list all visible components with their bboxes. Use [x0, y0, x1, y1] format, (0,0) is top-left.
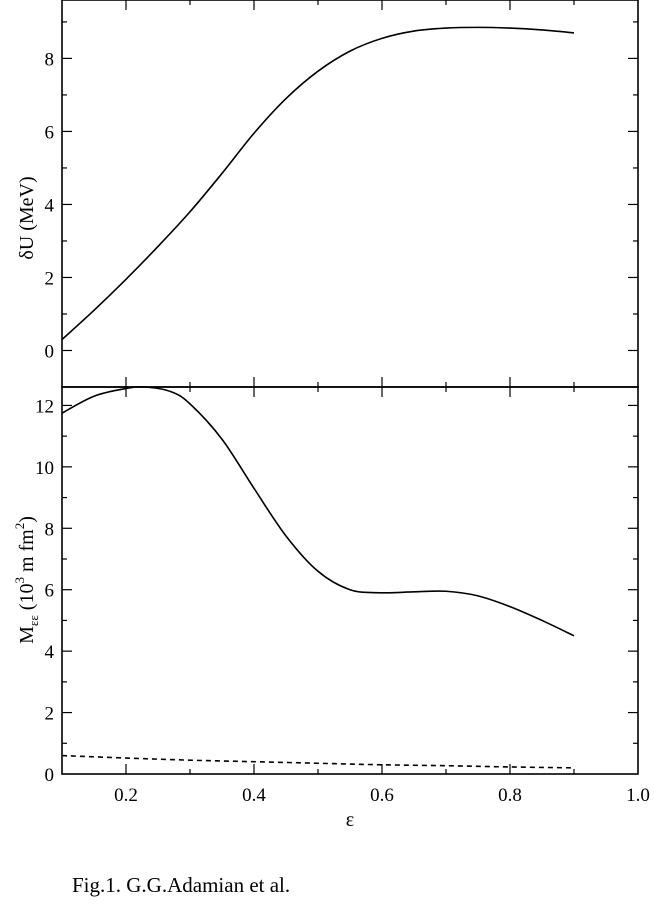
top-series: [61, 26, 575, 341]
x-tick-label: 0.6: [370, 785, 394, 806]
top-y-tick-label: 4: [45, 195, 55, 216]
top-y-axis-title: δU (MeV): [16, 176, 38, 259]
figure-caption: Fig.1. G.G.Adamian et al.: [72, 873, 291, 897]
top-series-solid-line: [61, 26, 575, 341]
x-tick-label: 0.4: [242, 785, 266, 806]
bottom-panel-frame: [61, 386, 639, 775]
bottom-y-tick-label: 2: [45, 704, 55, 725]
top-y-tick-label: 6: [45, 122, 55, 143]
top-panel: 0 2 4 6 8 δU (MeV): [16, 0, 639, 388]
bottom-y-tick-label: 12: [35, 396, 54, 417]
bottom-y-ticks: 0 2 4 6 8 10 12: [35, 396, 638, 786]
top-panel-frame: [61, 0, 639, 388]
top-y-ticks: 0 2 4 6 8: [45, 21, 638, 362]
bottom-y-tick-label: 4: [45, 642, 55, 663]
x-axis-title: ε: [346, 809, 354, 831]
bottom-x-ticks: 0.2 0.4 0.6 0.8 1.0: [114, 387, 650, 806]
bottom-y-tick-label: 0: [45, 765, 55, 786]
bottom-series: [61, 386, 575, 769]
bottom-y-tick-label: 6: [45, 581, 55, 602]
bottom-y-axis-title: Mεε (103 m fm2): [12, 516, 41, 644]
x-tick-label: 0.2: [114, 785, 138, 806]
top-y-tick-label: 0: [45, 341, 55, 362]
bottom-series-solid-line: [61, 386, 575, 637]
bottom-y-tick-label: 8: [45, 519, 55, 540]
top-x-ticks: [125, 0, 575, 387]
top-y-tick-label: 2: [45, 268, 55, 289]
bottom-panel: 0 2 4 6 8 10 12 0.2 0.4 0.6 0.8 1.0 Mεε (103 m fm2…: [12, 386, 650, 831]
bottom-series-dashed-line: [61, 754, 575, 769]
bottom-y-tick-label: 10: [35, 458, 54, 479]
x-tick-label: 0.8: [498, 785, 522, 806]
top-y-tick-label: 8: [45, 49, 55, 70]
x-tick-label: 1.0: [626, 785, 650, 806]
